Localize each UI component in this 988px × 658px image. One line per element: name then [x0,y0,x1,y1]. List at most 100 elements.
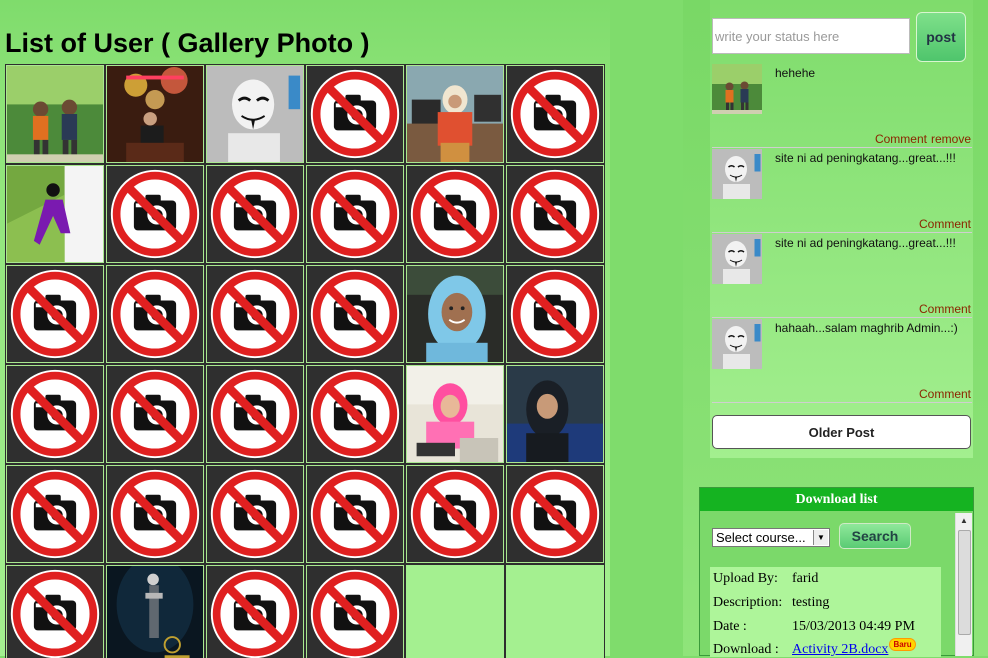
download-row: Download : Activity 2B.docx Baru [713,638,916,657]
no-photo-icon [507,466,603,562]
gallery-tile-no-photo[interactable] [306,465,404,563]
status-post: site ni ad peningkatang...great...!!! Com… [712,149,972,233]
no-photo-icon [307,466,403,562]
date-value: 15/03/2013 04:49 PM [792,619,915,634]
gallery-tile-photo[interactable] [6,65,104,163]
older-post-button[interactable]: Older Post [712,415,971,449]
gallery-tile-no-photo[interactable] [106,365,204,463]
no-photo-icon [507,266,603,362]
description-row: Description: testing [713,595,829,611]
gallery-tile-no-photo[interactable] [506,65,604,163]
gallery-tile-no-photo[interactable] [106,165,204,263]
post-action-link[interactable]: Comment [918,217,971,231]
no-photo-icon [107,366,203,462]
gallery-tile-photo[interactable] [506,365,604,463]
page-title: List of User ( Gallery Photo ) [5,28,370,58]
user-photo [407,366,503,462]
no-photo-icon [7,366,103,462]
gallery-tile-no-photo[interactable] [206,465,304,563]
gallery-tile-no-photo[interactable] [306,65,404,163]
user-gallery-grid [5,64,605,658]
gallery-tile-no-photo[interactable] [406,465,504,563]
user-photo [712,234,762,284]
course-select[interactable]: Select course... ▼ [712,528,830,547]
gallery-tile-no-photo[interactable] [6,465,104,563]
no-photo-icon [7,266,103,362]
post-actions: Comment [915,302,971,316]
no-photo-icon [307,66,403,162]
gallery-tile-photo[interactable] [206,65,304,163]
no-photo-icon [307,166,403,262]
user-photo [7,66,103,162]
gallery-tile-no-photo[interactable] [306,165,404,263]
gallery-tile-no-photo[interactable] [406,165,504,263]
gallery-tile-no-photo[interactable] [506,265,604,363]
gallery-tile-no-photo[interactable] [206,265,304,363]
status-input[interactable] [712,18,910,54]
gallery-tile-no-photo[interactable] [206,565,304,658]
dropdown-arrow-icon[interactable]: ▼ [813,530,828,545]
gallery-tile-no-photo[interactable] [6,265,104,363]
gallery-tile-photo[interactable] [406,265,504,363]
gallery-tile-photo[interactable] [406,365,504,463]
search-button[interactable]: Search [839,523,911,549]
post-divider [712,402,972,403]
no-photo-icon [107,266,203,362]
post-divider [712,232,972,233]
user-photo [712,64,762,114]
upload-by-row: Upload By: farid [713,571,818,587]
gallery-tile-no-photo[interactable] [106,465,204,563]
avatar[interactable] [712,319,762,369]
download-list-panel: Download list Select course... ▼ Search … [699,487,974,657]
date-label: Date : [713,619,747,634]
gallery-tile-no-photo[interactable] [306,365,404,463]
download-label: Download : [713,642,779,657]
post-action-link[interactable]: Comment [918,387,971,401]
post-actions: Comment [915,387,971,401]
post-action-link[interactable]: remove [930,132,971,146]
no-photo-icon [207,266,303,362]
post-text: site ni ad peningkatang...great...!!! [775,151,956,165]
no-photo-icon [507,66,603,162]
user-photo [712,319,762,369]
avatar[interactable] [712,149,762,199]
status-post: site ni ad peningkatang...great...!!! Com… [712,234,972,318]
gallery-tile-no-photo[interactable] [506,465,604,563]
gallery-tile-no-photo[interactable] [106,265,204,363]
avatar[interactable] [712,64,762,114]
no-photo-icon [7,566,103,658]
scroll-up-arrow-icon[interactable]: ▲ [960,516,968,525]
scrollbar-thumb[interactable] [958,530,971,635]
no-photo-icon [307,366,403,462]
gallery-tile-no-photo[interactable] [506,165,604,263]
no-photo-icon [207,366,303,462]
post-divider [712,147,972,148]
gallery-tile-no-photo[interactable] [306,265,404,363]
post-action-link[interactable]: Comment [918,302,971,316]
user-photo [207,66,303,162]
no-photo-icon [507,166,603,262]
gallery-tile-photo[interactable] [106,65,204,163]
gallery-tile-photo[interactable] [406,65,504,163]
download-list-scrollbar[interactable]: ▲ [955,513,972,656]
gallery-tile-no-photo[interactable] [306,565,404,658]
gallery-tile-no-photo[interactable] [6,565,104,658]
description-value: testing [792,595,830,610]
no-photo-icon [407,466,503,562]
post-divider [712,317,972,318]
gallery-tile-photo[interactable] [6,165,104,263]
post-action-link[interactable]: Comment [874,132,927,146]
new-badge: Baru [889,638,916,651]
post-button[interactable]: post [916,12,966,62]
gallery-tile-no-photo[interactable] [6,365,104,463]
upload-by-value: farid [792,571,819,586]
gallery-tile-no-photo[interactable] [206,365,304,463]
avatar[interactable] [712,234,762,284]
gallery-tile-no-photo[interactable] [206,165,304,263]
download-file-link[interactable]: Activity 2B.docx [792,642,889,657]
post-text: site ni ad peningkatang...great...!!! [775,236,956,250]
gallery-empty-slot [506,565,604,658]
no-photo-icon [207,566,303,658]
gallery-tile-photo[interactable] [106,565,204,658]
user-photo [107,66,203,162]
